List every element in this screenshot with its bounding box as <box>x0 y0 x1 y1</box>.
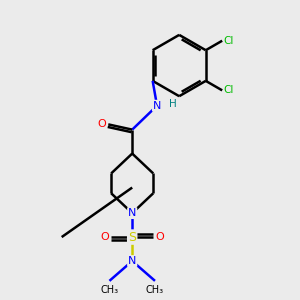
Text: O: O <box>156 232 164 242</box>
Text: N: N <box>128 208 136 218</box>
Text: H: H <box>169 99 177 109</box>
Text: Cl: Cl <box>224 85 234 95</box>
Text: S: S <box>128 231 136 244</box>
Text: N: N <box>153 101 161 111</box>
Text: N: N <box>128 256 136 266</box>
Text: CH₃: CH₃ <box>100 285 118 295</box>
Text: CH₃: CH₃ <box>146 285 164 295</box>
Text: Cl: Cl <box>224 36 234 46</box>
Text: O: O <box>100 232 109 242</box>
Text: O: O <box>97 119 106 129</box>
